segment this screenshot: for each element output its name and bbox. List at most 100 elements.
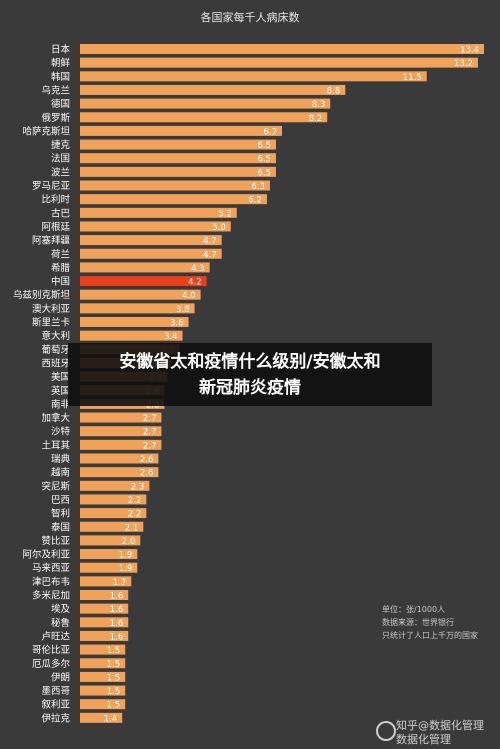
bar-中国 [80, 276, 207, 287]
category-label: 越南 [51, 467, 70, 479]
category-label: 叙利亚 [41, 699, 70, 711]
value-label: 13.2 [454, 59, 473, 69]
bar-津巴布韦 [80, 576, 132, 587]
category-label: 突尼斯 [41, 480, 70, 492]
value-label: 2.2 [128, 496, 142, 506]
value-label: 6.5 [257, 141, 271, 151]
bar-越南 [80, 467, 159, 478]
value-label: 1.7 [113, 578, 127, 588]
category-label: 哈萨克斯坦 [22, 125, 70, 137]
value-label: 1.6 [110, 632, 124, 642]
value-label: 4.3 [191, 264, 205, 274]
bar-加拿大 [80, 412, 162, 423]
value-label: 5.0 [212, 223, 226, 233]
category-label: 阿塞拜疆 [32, 235, 71, 247]
value-label: 3.6 [170, 319, 184, 329]
bar-捷克 [80, 139, 276, 150]
value-label: 2.1 [125, 523, 139, 533]
bar-阿尔及利亚 [80, 549, 138, 560]
value-label: 2.2 [128, 510, 142, 520]
value-label: 8.3 [312, 100, 326, 110]
bar-古巴 [80, 207, 237, 218]
watermark-line-1: 知乎@数据化管理 [396, 719, 484, 732]
value-label: 1.6 [110, 619, 124, 629]
bar-希腊 [80, 262, 210, 273]
bar-澳大利亚 [80, 303, 195, 314]
bars-group: 日本 13.4 朝鲜 13.2 韩国 11.5 乌克兰 8.8 德国 8.3 俄罗斯 8.2 哈萨克斯坦… [13, 44, 484, 724]
headline-line-1: 安徽省太和疫情什么级别/安徽太和 [119, 352, 381, 372]
value-label: 4.7 [203, 250, 217, 260]
category-label: 阿根廷 [41, 221, 70, 233]
category-label: 马来西亚 [32, 563, 71, 574]
bar-意大利 [80, 330, 183, 341]
source-note: 数据来源：世界银行 [382, 618, 454, 627]
bar-沙特 [80, 426, 162, 437]
bar-荷兰 [80, 248, 222, 259]
value-label: 3.4 [164, 332, 178, 342]
value-label: 2.6 [140, 469, 154, 479]
category-label: 捷克 [51, 139, 71, 151]
bar-厄瓜多尔 [80, 658, 126, 669]
category-label: 葡萄牙 [41, 344, 70, 356]
category-label: 多米尼加 [32, 590, 70, 602]
bar-多米尼加 [80, 590, 129, 600]
value-label: 1.5 [107, 660, 121, 670]
category-label: 厄瓜多尔 [32, 658, 71, 670]
bar-秘鲁 [80, 617, 129, 628]
value-label: 6.2 [248, 196, 262, 206]
bar-哥伦比亚 [80, 644, 126, 655]
category-label: 斯里兰卡 [32, 317, 71, 329]
bar-赞比亚 [80, 535, 141, 546]
bar-韩国 [80, 71, 427, 82]
category-label: 荷兰 [51, 248, 70, 260]
value-label: 4.2 [188, 278, 202, 288]
category-label: 墨西哥 [41, 686, 70, 697]
value-label: 4.0 [182, 291, 196, 301]
bar-卢旺达 [80, 630, 129, 641]
bar-巴西 [80, 494, 147, 505]
value-label: 2.7 [143, 414, 157, 424]
category-label: 巴西 [51, 495, 70, 506]
headline-banner: 安徽省太和疫情什么级别/安徽太和 新冠肺炎疫情 [68, 343, 432, 406]
value-label: 13.4 [460, 46, 479, 56]
bar-罗马尼亚 [80, 180, 270, 191]
bar-阿塞拜疆 [80, 235, 222, 246]
watermark: 知乎@数据化管理 数据化管理 [372, 713, 500, 749]
value-label: 2.3 [131, 482, 145, 492]
value-label: 1.5 [107, 646, 121, 656]
bar-比利时 [80, 194, 267, 205]
bar-埃及 [80, 603, 129, 614]
headline-line-2: 新冠肺炎疫情 [199, 378, 301, 398]
bar-叙利亚 [80, 699, 126, 710]
category-label: 土耳其 [41, 439, 70, 451]
watermark-line-2: 数据化管理 [396, 733, 451, 746]
value-label: 1.5 [107, 701, 121, 711]
category-label: 泰国 [51, 521, 70, 533]
bar-智利 [80, 508, 147, 519]
category-label: 瑞典 [51, 453, 71, 465]
bar-斯里兰卡 [80, 317, 189, 327]
value-label: 6.5 [257, 168, 271, 178]
bar-泰国 [80, 521, 144, 532]
scope-note: 只统计了人口上千万的国家 [382, 631, 478, 640]
category-label: 哥伦比亚 [32, 644, 71, 656]
bar-乌兹别克斯坦 [80, 289, 201, 300]
category-label: 乌兹别克斯坦 [13, 289, 71, 301]
value-label: 1.5 [107, 673, 121, 683]
bar-朝鲜 [80, 57, 478, 68]
bar-俄罗斯 [80, 112, 328, 123]
value-label: 1.4 [104, 714, 118, 724]
value-label: 1.6 [110, 592, 124, 602]
category-label: 津巴布韦 [32, 576, 70, 588]
chart-note: 单位：张/1000人 数据来源：世界银行 只统计了人口上千万的国家 [382, 603, 478, 642]
category-label: 赞比亚 [41, 535, 70, 547]
category-label: 澳大利亚 [32, 303, 71, 315]
value-label: 6.5 [257, 155, 271, 165]
bar-瑞典 [80, 453, 159, 464]
category-label: 西班牙 [41, 357, 70, 369]
value-label: 6.3 [251, 182, 265, 192]
value-label: 3.8 [176, 305, 190, 315]
bar-土耳其 [80, 439, 162, 450]
category-label: 俄罗斯 [41, 112, 70, 124]
value-label: 6.7 [263, 127, 277, 137]
